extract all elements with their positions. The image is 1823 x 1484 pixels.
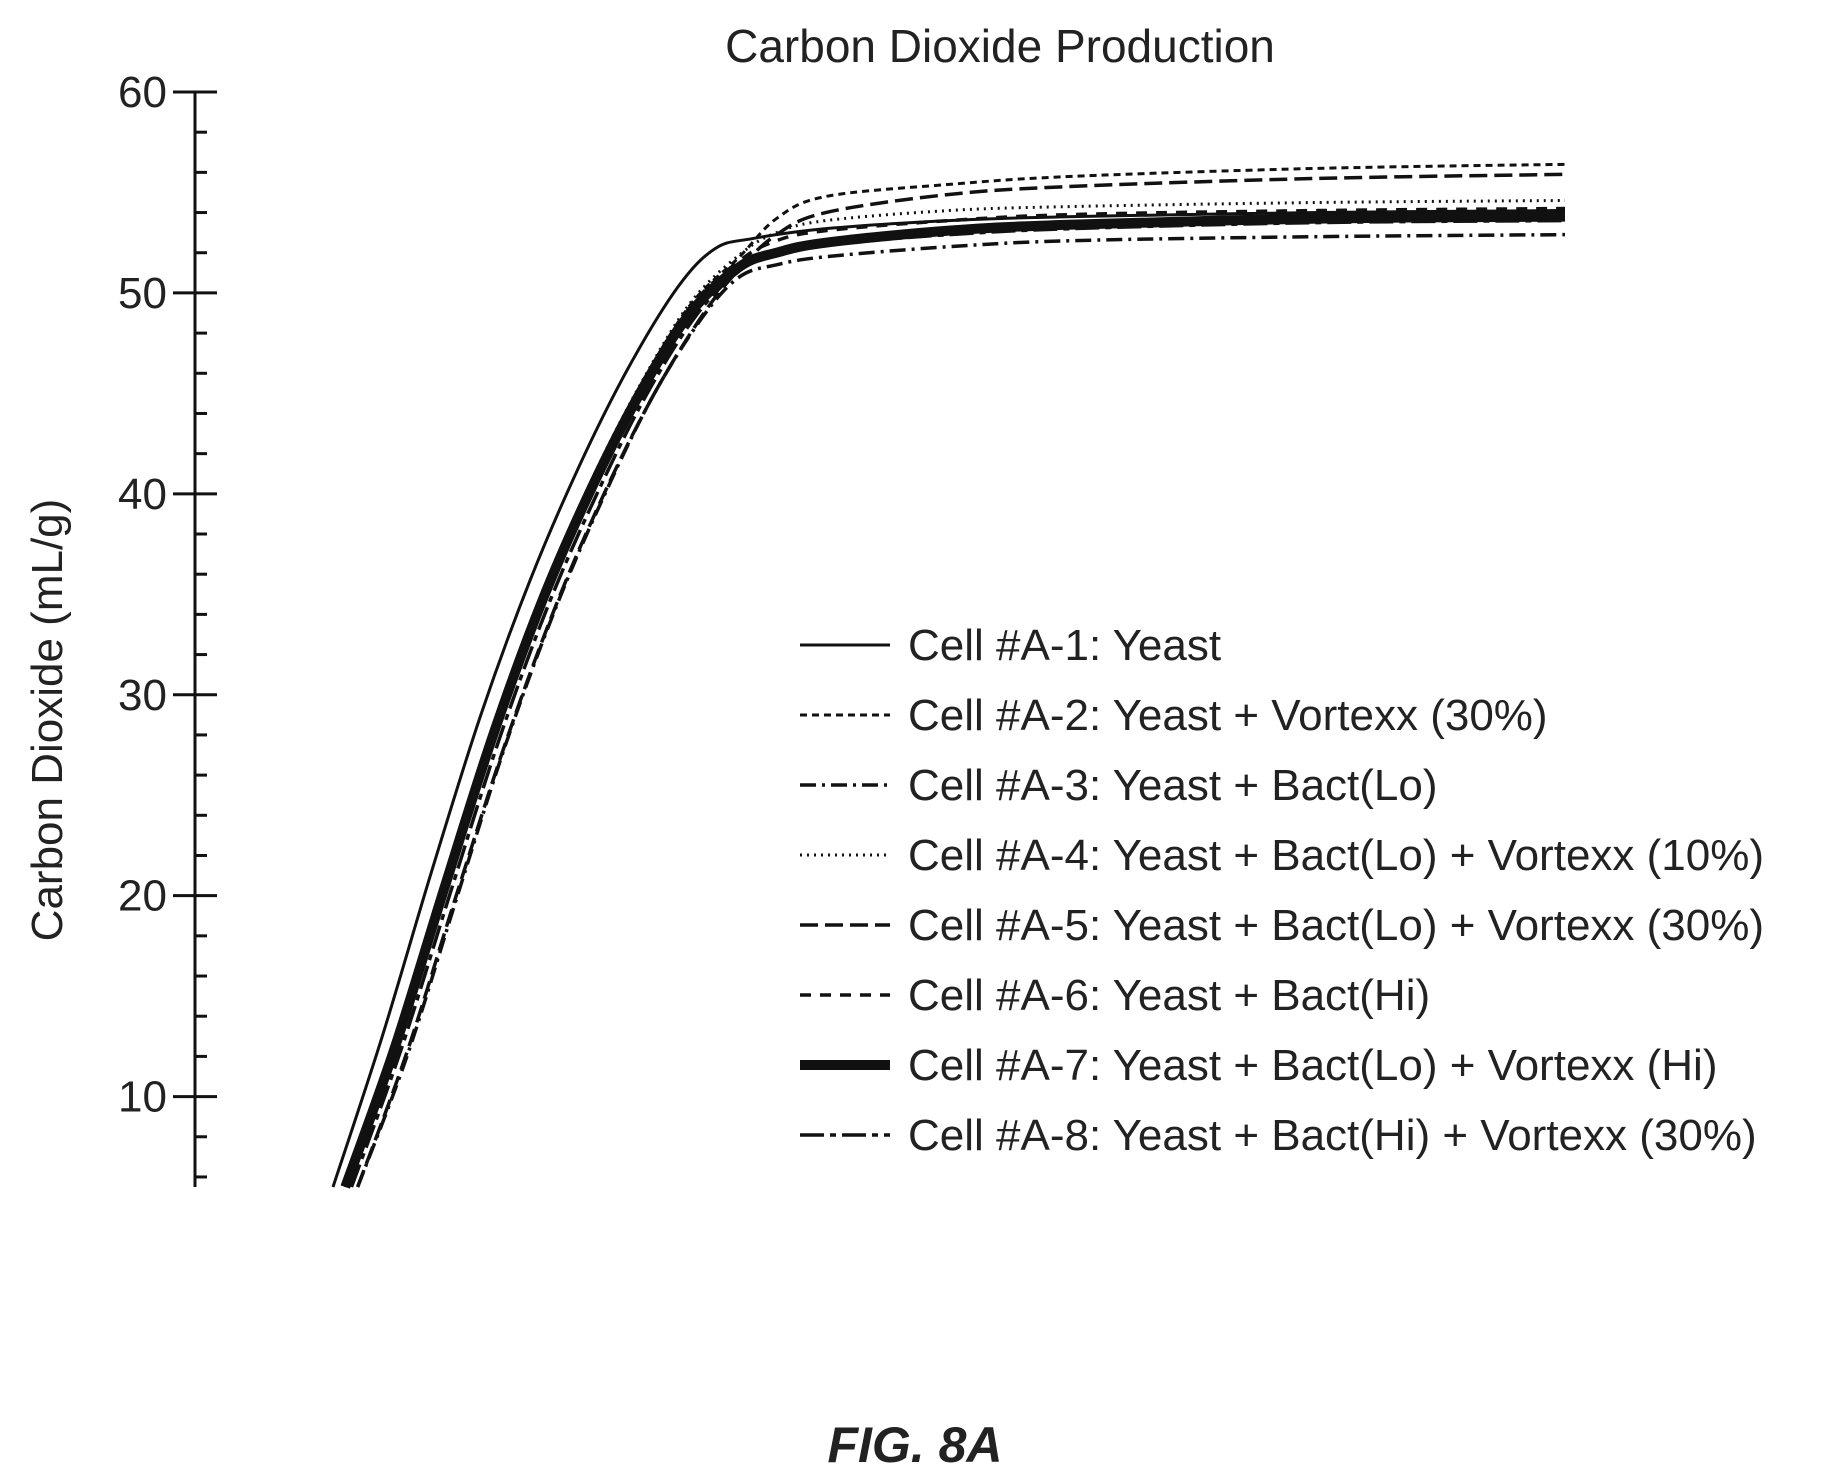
legend-label-6: Cell #A-6: Yeast + Bact(Hi) <box>908 971 1430 1020</box>
y-tick-label: 20 <box>118 872 167 921</box>
y-tick-label: 30 <box>118 671 167 720</box>
y-tick-label: 60 <box>118 68 167 117</box>
series-line-1 <box>331 209 1566 1188</box>
legend-label-3: Cell #A-3: Yeast + Bact(Lo) <box>908 761 1438 810</box>
series-line-5 <box>355 172 1566 1188</box>
legend-label-4: Cell #A-4: Yeast + Bact(Lo) + Vortexx (1… <box>908 831 1764 880</box>
series-layer <box>331 162 1566 1189</box>
y-tick-label: 10 <box>118 1073 167 1122</box>
legend-label-7: Cell #A-7: Yeast + Bact(Lo) + Vortexx (H… <box>908 1041 1718 1090</box>
legend-label-1: Cell #A-1: Yeast <box>908 621 1221 670</box>
y-axis-label: Carbon Dioxide (mL/g) <box>23 499 72 942</box>
legend-label-5: Cell #A-5: Yeast + Bact(Lo) + Vortexx (3… <box>908 901 1764 950</box>
legend-label-8: Cell #A-8: Yeast + Bact(Hi) + Vortexx (3… <box>908 1111 1757 1160</box>
y-tick-label: 50 <box>118 269 167 318</box>
legend: Cell #A-1: Yeast Cell #A-2: Yeast + Vorte… <box>800 621 1764 1160</box>
y-tick-label: 40 <box>118 470 167 519</box>
series-line-8 <box>349 218 1566 1188</box>
chart-title: Carbon Dioxide Production <box>725 20 1275 72</box>
series-line-7 <box>340 211 1566 1189</box>
legend-label-2: Cell #A-2: Yeast + Vortexx (30%) <box>908 691 1548 740</box>
y-axis: 10 20 30 40 50 60 <box>118 68 217 1187</box>
figure-label: FIG. 8A <box>827 1417 1002 1473</box>
